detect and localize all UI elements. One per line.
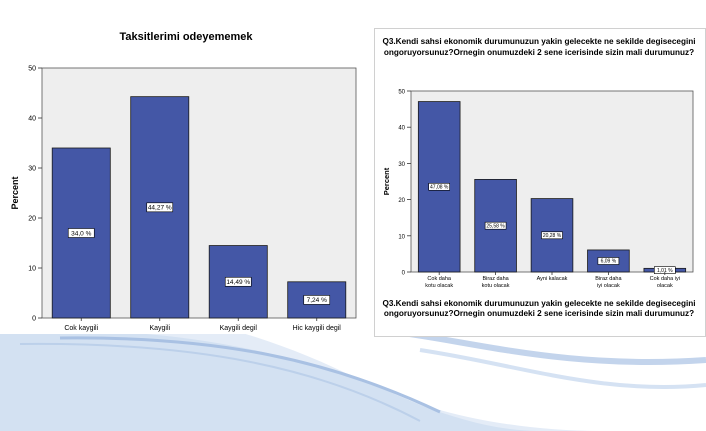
chart-panel-right: Q3.Kendi sahsi ekonomik durumunuzun yaki… — [374, 28, 706, 337]
x-tick-label: Kaygili — [149, 325, 170, 332]
y-tick-label: 10 — [398, 234, 405, 240]
data-label: 34,0 % — [71, 230, 91, 237]
y-tick-label: 40 — [398, 126, 405, 132]
x-tick-label: Ayni kalacak — [537, 276, 568, 282]
chart-title: Q3.Kendi sahsi ekonomik durumunuzun yaki… — [382, 37, 696, 57]
y-tick-label: 10 — [28, 266, 36, 273]
data-label: 44,27 % — [148, 205, 172, 212]
x-tick-label: kotu olacak — [425, 283, 453, 289]
data-label: 7,24 % — [307, 297, 327, 304]
x-tick-label: Biraz daha — [482, 276, 509, 282]
data-label-box — [484, 221, 507, 230]
data-label-box — [146, 202, 174, 213]
x-tick-label: Cok daha iyi — [650, 276, 680, 282]
data-label-box — [428, 182, 451, 191]
data-label: 14,49 % — [226, 279, 250, 286]
x-tick-label: iyi olacak — [597, 283, 620, 289]
x-tick-label: olacak — [657, 283, 673, 289]
data-label-box — [67, 228, 95, 238]
y-tick-label: 20 — [28, 216, 36, 223]
data-label: 1,01 % — [657, 268, 673, 274]
x-tick-label: Biraz daha — [595, 276, 622, 282]
x-tick-label: Hic kaygili degil — [293, 325, 342, 332]
y-axis-label: Percent — [382, 167, 391, 195]
y-tick-label: 30 — [398, 162, 405, 168]
data-label-box — [541, 231, 563, 240]
y-tick-label: 0 — [32, 316, 36, 323]
y-tick-label: 50 — [28, 66, 36, 73]
y-tick-label: 50 — [398, 90, 405, 96]
x-tick-label: Kaygili degil — [220, 325, 258, 332]
y-tick-label: 40 — [28, 116, 36, 123]
bar-chart-left: 0 10 20 30 40 50 Percent 34,0 % Cok kaygili 44,27… — [10, 66, 357, 332]
x-axis-label: Q3.Kendi sahsi ekonomik durumunuzun yaki… — [382, 299, 696, 318]
x-tick-label: kotu olacak — [482, 283, 510, 289]
y-tick-label: 20 — [398, 198, 405, 204]
data-label-box — [224, 276, 252, 287]
x-tick-label: Cok kaygili — [64, 325, 98, 332]
data-label-box — [303, 295, 331, 305]
data-label: 47,08 % — [430, 185, 449, 191]
data-label-box — [597, 257, 620, 265]
data-label: 25,58 % — [486, 223, 505, 229]
chart-title: Taksitlerimi odeyememek — [119, 31, 253, 43]
data-label: 20,28 % — [543, 233, 562, 239]
x-tick-label: Cok daha — [427, 276, 451, 282]
data-label: 6,09 % — [601, 259, 617, 265]
y-axis-label: Percent — [10, 176, 20, 209]
y-tick-label: 30 — [28, 166, 36, 173]
chart-panel-left: Taksitlerimi odeyememek 0 10 20 30 40 50 Perce… — [0, 0, 372, 334]
y-tick-label: 0 — [402, 271, 406, 277]
bar — [474, 179, 517, 273]
